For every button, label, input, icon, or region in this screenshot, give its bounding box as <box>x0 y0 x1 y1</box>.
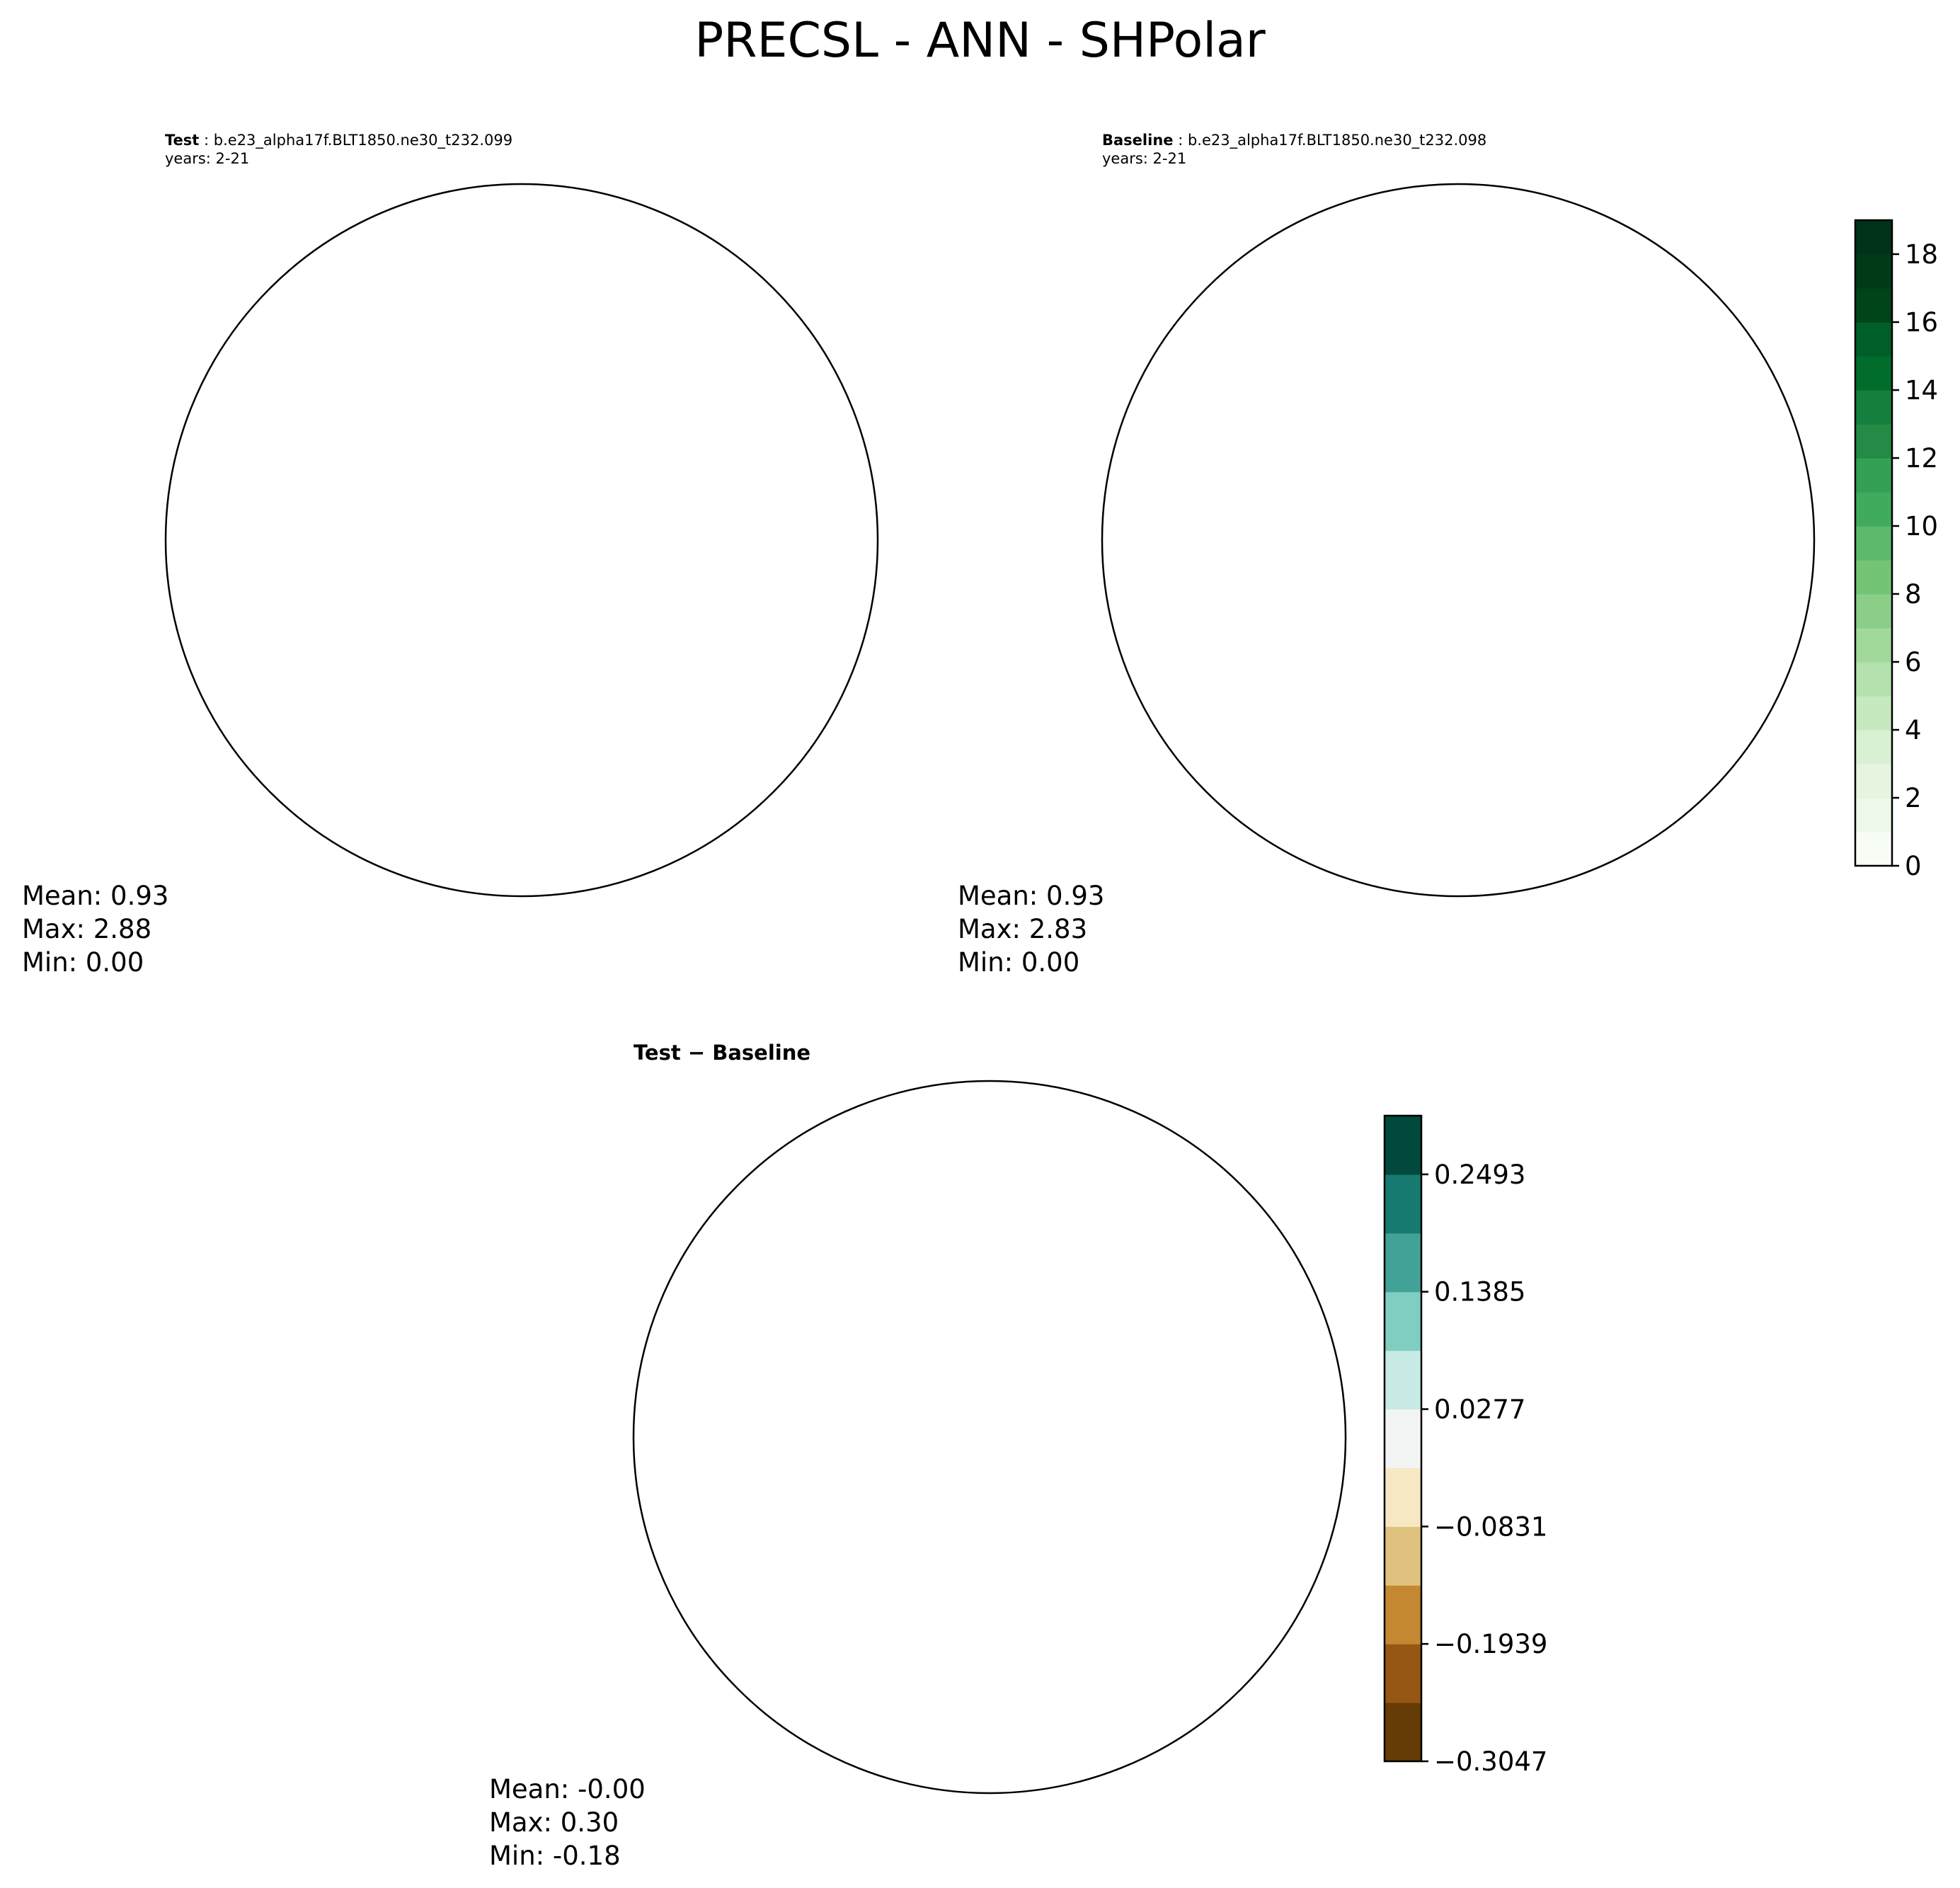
main-colorbar-segment <box>1855 458 1892 493</box>
main-colorbar-tick-label: 6 <box>1905 647 1922 677</box>
main-colorbar: 0 2 4 6 8 10 12 14 16 18 <box>1854 219 1938 881</box>
main-colorbar-segment <box>1855 560 1892 595</box>
baseline-map-border <box>1101 183 1816 898</box>
diff-map-border <box>632 1080 1347 1795</box>
main-colorbar-segment <box>1855 594 1892 629</box>
diff-map <box>632 1080 1347 1795</box>
test-header: Test : b.e23_alpha17f.BLT1850.ne30_t232.… <box>165 132 513 167</box>
baseline-mean: Mean: 0.93 <box>958 881 1105 911</box>
main-colorbar-segment <box>1855 424 1892 459</box>
main-colorbar-tick-label: 10 <box>1905 511 1938 542</box>
test-map-border <box>164 183 879 898</box>
main-colorbar-segment <box>1855 390 1892 425</box>
diff-colorbar-segment <box>1385 1585 1421 1644</box>
main-colorbar-tick-label: 16 <box>1905 307 1938 338</box>
main-colorbar-segment <box>1855 322 1892 357</box>
test-max: Max: 2.88 <box>22 914 152 944</box>
main-colorbar-frame <box>1854 219 1893 867</box>
baseline-antarctica-coastline <box>1283 384 1640 705</box>
baseline-map <box>1101 183 1816 898</box>
diff-colorbar-segment <box>1385 1174 1421 1234</box>
test-antarctica-coastline <box>346 384 704 705</box>
page-title: PRECSL - ANN - SHPolar <box>694 13 1266 69</box>
main-colorbar-tick-label: 18 <box>1905 239 1938 270</box>
test-stats: Mean: 0.93 Max: 2.88 Min: 0.00 <box>22 879 168 979</box>
main-colorbar-segment <box>1855 832 1892 866</box>
diff-max: Max: 0.30 <box>489 1807 619 1838</box>
main-colorbar-tick-label: 0 <box>1905 851 1922 881</box>
test-label: Test <box>165 132 200 149</box>
baseline-case-name: b.e23_alpha17f.BLT1850.ne30_t232.098 <box>1187 132 1487 149</box>
diff-colorbar-tick-label: −0.3047 <box>1434 1746 1547 1777</box>
diff-min: Min: -0.18 <box>489 1841 621 1871</box>
diff-colorbar-segment <box>1385 1468 1421 1527</box>
diff-title: Test − Baseline <box>634 1041 811 1065</box>
diff-colorbar-tick-label: −0.1939 <box>1434 1629 1547 1659</box>
main-colorbar-segment <box>1855 696 1892 731</box>
test-map <box>164 183 879 898</box>
main-colorbar-tick-label: 4 <box>1905 715 1922 745</box>
main-colorbar-segment <box>1855 526 1892 561</box>
diff-colorbar-segment <box>1385 1644 1421 1703</box>
diff-colorbar-tick-label: 0.1385 <box>1434 1277 1525 1308</box>
main-colorbar-tick-label: 8 <box>1905 579 1922 610</box>
diff-antarctica-coastline <box>814 1281 1171 1602</box>
test-mean: Mean: 0.93 <box>22 881 169 911</box>
diff-colorbar-frame <box>1383 1114 1423 1763</box>
diff-colorbar: 0.2493 0.1385 0.0277 −0.0831 −0.1939 −0.3047 <box>1383 1114 1547 1777</box>
diff-colorbar-segment <box>1385 1350 1421 1410</box>
baseline-header: Baseline : b.e23_alpha17f.BLT1850.ne30_t… <box>1102 132 1487 167</box>
test-case-name: b.e23_alpha17f.BLT1850.ne30_t232.099 <box>213 132 513 149</box>
main-colorbar-segment <box>1855 628 1892 663</box>
diff-colorbar-segment <box>1385 1409 1421 1469</box>
main-colorbar-tick-label: 14 <box>1905 375 1938 406</box>
main-colorbar-segment <box>1855 356 1892 391</box>
diff-stats: Mean: -0.00 Max: 0.30 Min: -0.18 <box>489 1773 646 1872</box>
main-colorbar-segment <box>1855 798 1892 833</box>
test-years: years: 2-21 <box>165 150 250 167</box>
main-colorbar-tick-label: 12 <box>1905 443 1938 474</box>
baseline-label: Baseline <box>1102 132 1174 149</box>
main-colorbar-segment <box>1855 220 1892 255</box>
diff-colorbar-segment <box>1385 1116 1421 1175</box>
diff-colorbar-tick-label: 0.0277 <box>1434 1395 1525 1425</box>
main-colorbar-segment <box>1855 288 1892 323</box>
diff-colorbar-segment <box>1385 1232 1421 1293</box>
diff-colorbar-tick-label: −0.0831 <box>1434 1511 1547 1542</box>
main-colorbar-segment <box>1855 764 1892 799</box>
diff-colorbar-segment <box>1385 1703 1421 1762</box>
baseline-stats: Mean: 0.93 Max: 2.83 Min: 0.00 <box>958 879 1104 979</box>
diff-colorbar-segment <box>1385 1526 1421 1586</box>
diff-colorbar-tick-label: 0.2493 <box>1434 1160 1525 1190</box>
baseline-max: Max: 2.83 <box>958 914 1088 944</box>
baseline-years: years: 2-21 <box>1102 150 1187 167</box>
baseline-min: Min: 0.00 <box>958 947 1080 978</box>
main-colorbar-segment <box>1855 662 1892 697</box>
test-min: Min: 0.00 <box>22 947 144 978</box>
main-colorbar-segment <box>1855 492 1892 527</box>
main-colorbar-segment <box>1855 730 1892 765</box>
diff-mean: Mean: -0.00 <box>489 1774 646 1804</box>
main-colorbar-tick-label: 2 <box>1905 783 1922 813</box>
diff-colorbar-segment <box>1385 1291 1421 1351</box>
main-colorbar-segment <box>1855 254 1892 289</box>
